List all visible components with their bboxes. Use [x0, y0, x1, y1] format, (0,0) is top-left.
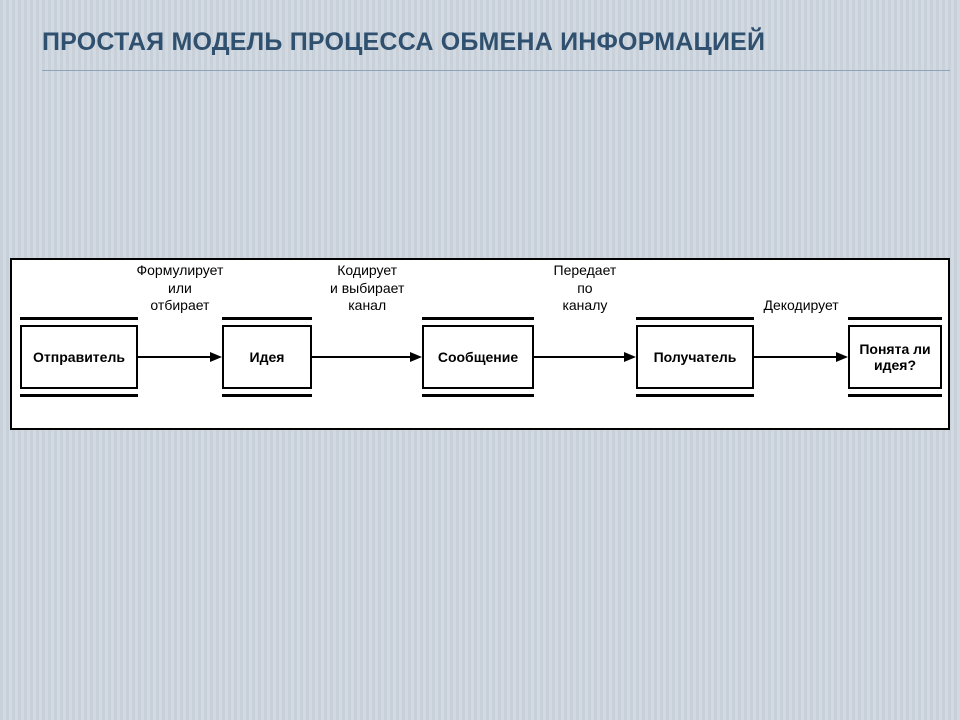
title-underline	[42, 70, 950, 71]
node-idea: Идея	[222, 325, 312, 389]
arrow-head-sender-idea	[210, 352, 222, 362]
arrow-idea-message	[312, 356, 410, 358]
node-sender: Отправитель	[20, 325, 138, 389]
arrow-message-receiver	[534, 356, 624, 358]
arrow-head-idea-message	[410, 352, 422, 362]
node-understood-topbar	[848, 317, 942, 320]
node-receiver-topbar	[636, 317, 754, 320]
arrow-receiver-understood	[754, 356, 836, 358]
node-idea-bottombar	[222, 394, 312, 397]
node-receiver-bottombar	[636, 394, 754, 397]
page-title: ПРОСТАЯ МОДЕЛЬ ПРОЦЕССА ОБМЕНА ИНФОРМАЦИ…	[42, 28, 765, 57]
arrow-head-receiver-understood	[836, 352, 848, 362]
node-sender-bottombar	[20, 394, 138, 397]
edge-label-message-receiver: Передает по каналу	[554, 262, 617, 315]
slide: ПРОСТАЯ МОДЕЛЬ ПРОЦЕССА ОБМЕНА ИНФОРМАЦИ…	[0, 0, 960, 720]
node-idea-topbar	[222, 317, 312, 320]
node-understood: Понята лиидея?	[848, 325, 942, 389]
node-message-topbar	[422, 317, 534, 320]
edge-label-idea-message: Кодирует и выбирает канал	[330, 262, 404, 315]
arrow-head-message-receiver	[624, 352, 636, 362]
edge-label-sender-idea: Формулирует или отбирает	[137, 262, 224, 315]
node-message: Сообщение	[422, 325, 534, 389]
edge-label-receiver-understood: Декодирует	[764, 297, 839, 315]
node-receiver: Получатель	[636, 325, 754, 389]
node-sender-topbar	[20, 317, 138, 320]
node-message-bottombar	[422, 394, 534, 397]
node-understood-bottombar	[848, 394, 942, 397]
arrow-sender-idea	[138, 356, 210, 358]
